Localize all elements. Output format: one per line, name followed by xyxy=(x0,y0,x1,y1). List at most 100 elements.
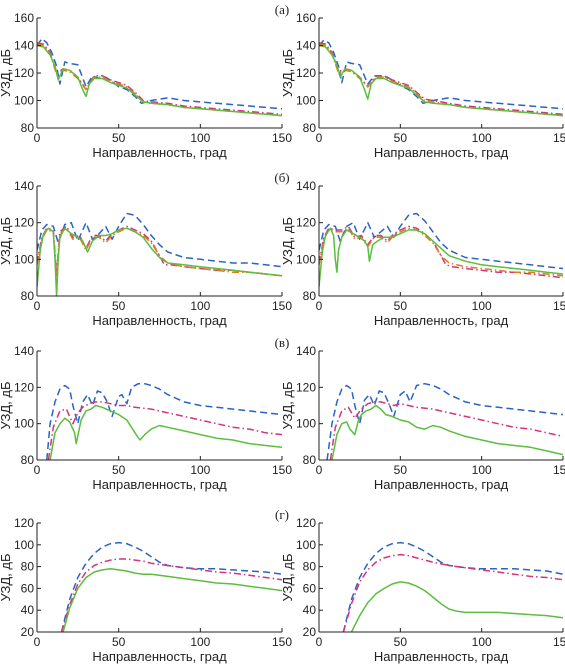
y-tick-label: 40 xyxy=(21,603,35,617)
series-group xyxy=(37,37,282,117)
y-axis-title: УЗД, дБ xyxy=(280,554,295,602)
x-tick-label: 50 xyxy=(394,299,408,313)
y-tick-label: 20 xyxy=(21,625,35,639)
chart-panel-6: 80 100 120 140 0 50 100 150 Направленность, град… xyxy=(280,344,565,492)
y-tick-label: 20 xyxy=(303,625,317,639)
y-tick-label: 60 xyxy=(21,581,35,595)
x-tick-label: 50 xyxy=(112,299,126,313)
series-line-magenta xyxy=(329,401,563,461)
y-tick-label: 140 xyxy=(296,344,316,358)
series-group xyxy=(319,212,563,287)
chart-panel-7: 20 40 60 80 100 120 0 50 100 150 Направленность, г… xyxy=(0,507,292,664)
x-tick-label: 0 xyxy=(34,635,41,649)
x-tick-label: 0 xyxy=(316,635,323,649)
chart-panel-8: 20 40 60 80 100 120 0 50 100 150 Направленность, г… xyxy=(280,516,565,664)
y-axis-title: УЗД, дБ xyxy=(280,49,295,97)
panel-label: (г) xyxy=(275,507,289,522)
y-tick-label: 100 xyxy=(14,417,34,431)
y-axis-title: УЗД, дБ xyxy=(280,382,295,430)
series-line-magenta xyxy=(319,225,563,279)
y-axis-title: УЗД, дБ xyxy=(0,382,13,430)
y-tick-label: 120 xyxy=(296,216,316,230)
x-tick-label: 150 xyxy=(553,131,565,145)
y-tick-label: 140 xyxy=(14,179,34,193)
x-axis-title: Направленность, град xyxy=(92,145,227,160)
x-tick-label: 50 xyxy=(394,635,408,649)
y-tick-label: 140 xyxy=(14,344,34,358)
x-axis-title: Направленность, град xyxy=(374,649,509,664)
y-tick-label: 120 xyxy=(14,380,34,394)
y-tick-label: 80 xyxy=(21,453,35,467)
series-group xyxy=(46,382,282,461)
series-line-green xyxy=(49,404,282,461)
y-tick-label: 100 xyxy=(14,252,34,266)
x-tick-label: 100 xyxy=(190,635,210,649)
x-tick-label: 0 xyxy=(34,131,41,145)
y-tick-label: 120 xyxy=(14,66,34,80)
x-tick-label: 100 xyxy=(472,131,492,145)
series-group xyxy=(60,541,282,633)
y-axis-title: УЗД, дБ xyxy=(280,217,295,265)
y-tick-label: 80 xyxy=(303,121,317,135)
chart-panel-4: 80 100 120 140 0 50 100 150 Направленность, град… xyxy=(280,179,565,328)
series-line-green xyxy=(350,581,563,633)
chart-panel-3: 80 100 120 140 0 50 100 150 Направленность, град… xyxy=(0,170,292,328)
y-tick-label: 120 xyxy=(14,216,34,230)
y-tick-label: 100 xyxy=(296,538,316,552)
y-tick-label: 80 xyxy=(21,289,35,303)
y-tick-label: 120 xyxy=(296,516,316,530)
series-line-blue xyxy=(46,382,282,461)
panel-label: (в) xyxy=(275,335,290,350)
y-tick-label: 100 xyxy=(296,94,316,108)
series-line-orange xyxy=(319,43,563,117)
x-tick-label: 150 xyxy=(553,635,565,649)
panel-label: (а) xyxy=(275,2,289,17)
x-tick-label: 50 xyxy=(394,131,408,145)
x-tick-label: 100 xyxy=(190,131,210,145)
series-group xyxy=(37,212,282,297)
x-tick-label: 50 xyxy=(112,463,126,477)
x-tick-label: 100 xyxy=(190,299,210,313)
y-tick-label: 40 xyxy=(303,603,317,617)
series-line-green xyxy=(319,227,563,287)
y-tick-label: 140 xyxy=(14,39,34,53)
y-tick-label: 80 xyxy=(21,560,35,574)
x-tick-label: 150 xyxy=(272,463,292,477)
y-tick-label: 80 xyxy=(303,289,317,303)
x-tick-label: 50 xyxy=(394,463,408,477)
x-axis-title: Направленность, град xyxy=(374,145,509,160)
y-tick-label: 160 xyxy=(296,11,316,25)
series-group xyxy=(319,39,563,117)
x-tick-label: 100 xyxy=(472,463,492,477)
series-line-blue xyxy=(319,212,563,270)
x-tick-label: 50 xyxy=(112,131,126,145)
x-axis-title: Направленность, град xyxy=(92,477,227,492)
y-tick-label: 100 xyxy=(14,538,34,552)
y-tick-label: 80 xyxy=(303,453,317,467)
y-tick-label: 100 xyxy=(296,252,316,266)
series-line-blue xyxy=(37,212,282,268)
series-line-blue xyxy=(326,382,563,461)
y-tick-label: 80 xyxy=(303,560,317,574)
y-axis-title: УЗД, дБ xyxy=(0,49,13,97)
y-tick-label: 140 xyxy=(296,39,316,53)
y-tick-label: 100 xyxy=(296,417,316,431)
x-tick-label: 50 xyxy=(112,635,126,649)
x-tick-label: 0 xyxy=(316,131,323,145)
series-line-green xyxy=(331,404,563,461)
chart-panel-1: 80 100 120 140 160 0 50 100 150 Направленность, г… xyxy=(0,2,292,160)
x-axis-title: Направленность, град xyxy=(374,313,509,328)
series-line-orange xyxy=(37,43,282,117)
x-tick-label: 150 xyxy=(272,299,292,313)
x-tick-label: 100 xyxy=(472,635,492,649)
y-tick-label: 140 xyxy=(296,179,316,193)
series-group xyxy=(326,382,563,461)
chart-panel-5: 80 100 120 140 0 50 100 150 Направленность, град… xyxy=(0,335,292,492)
y-tick-label: 120 xyxy=(14,516,34,530)
series-group xyxy=(342,541,563,633)
x-tick-label: 150 xyxy=(272,131,292,145)
series-line-magenta xyxy=(37,225,282,277)
y-tick-label: 100 xyxy=(14,94,34,108)
x-tick-label: 150 xyxy=(272,635,292,649)
